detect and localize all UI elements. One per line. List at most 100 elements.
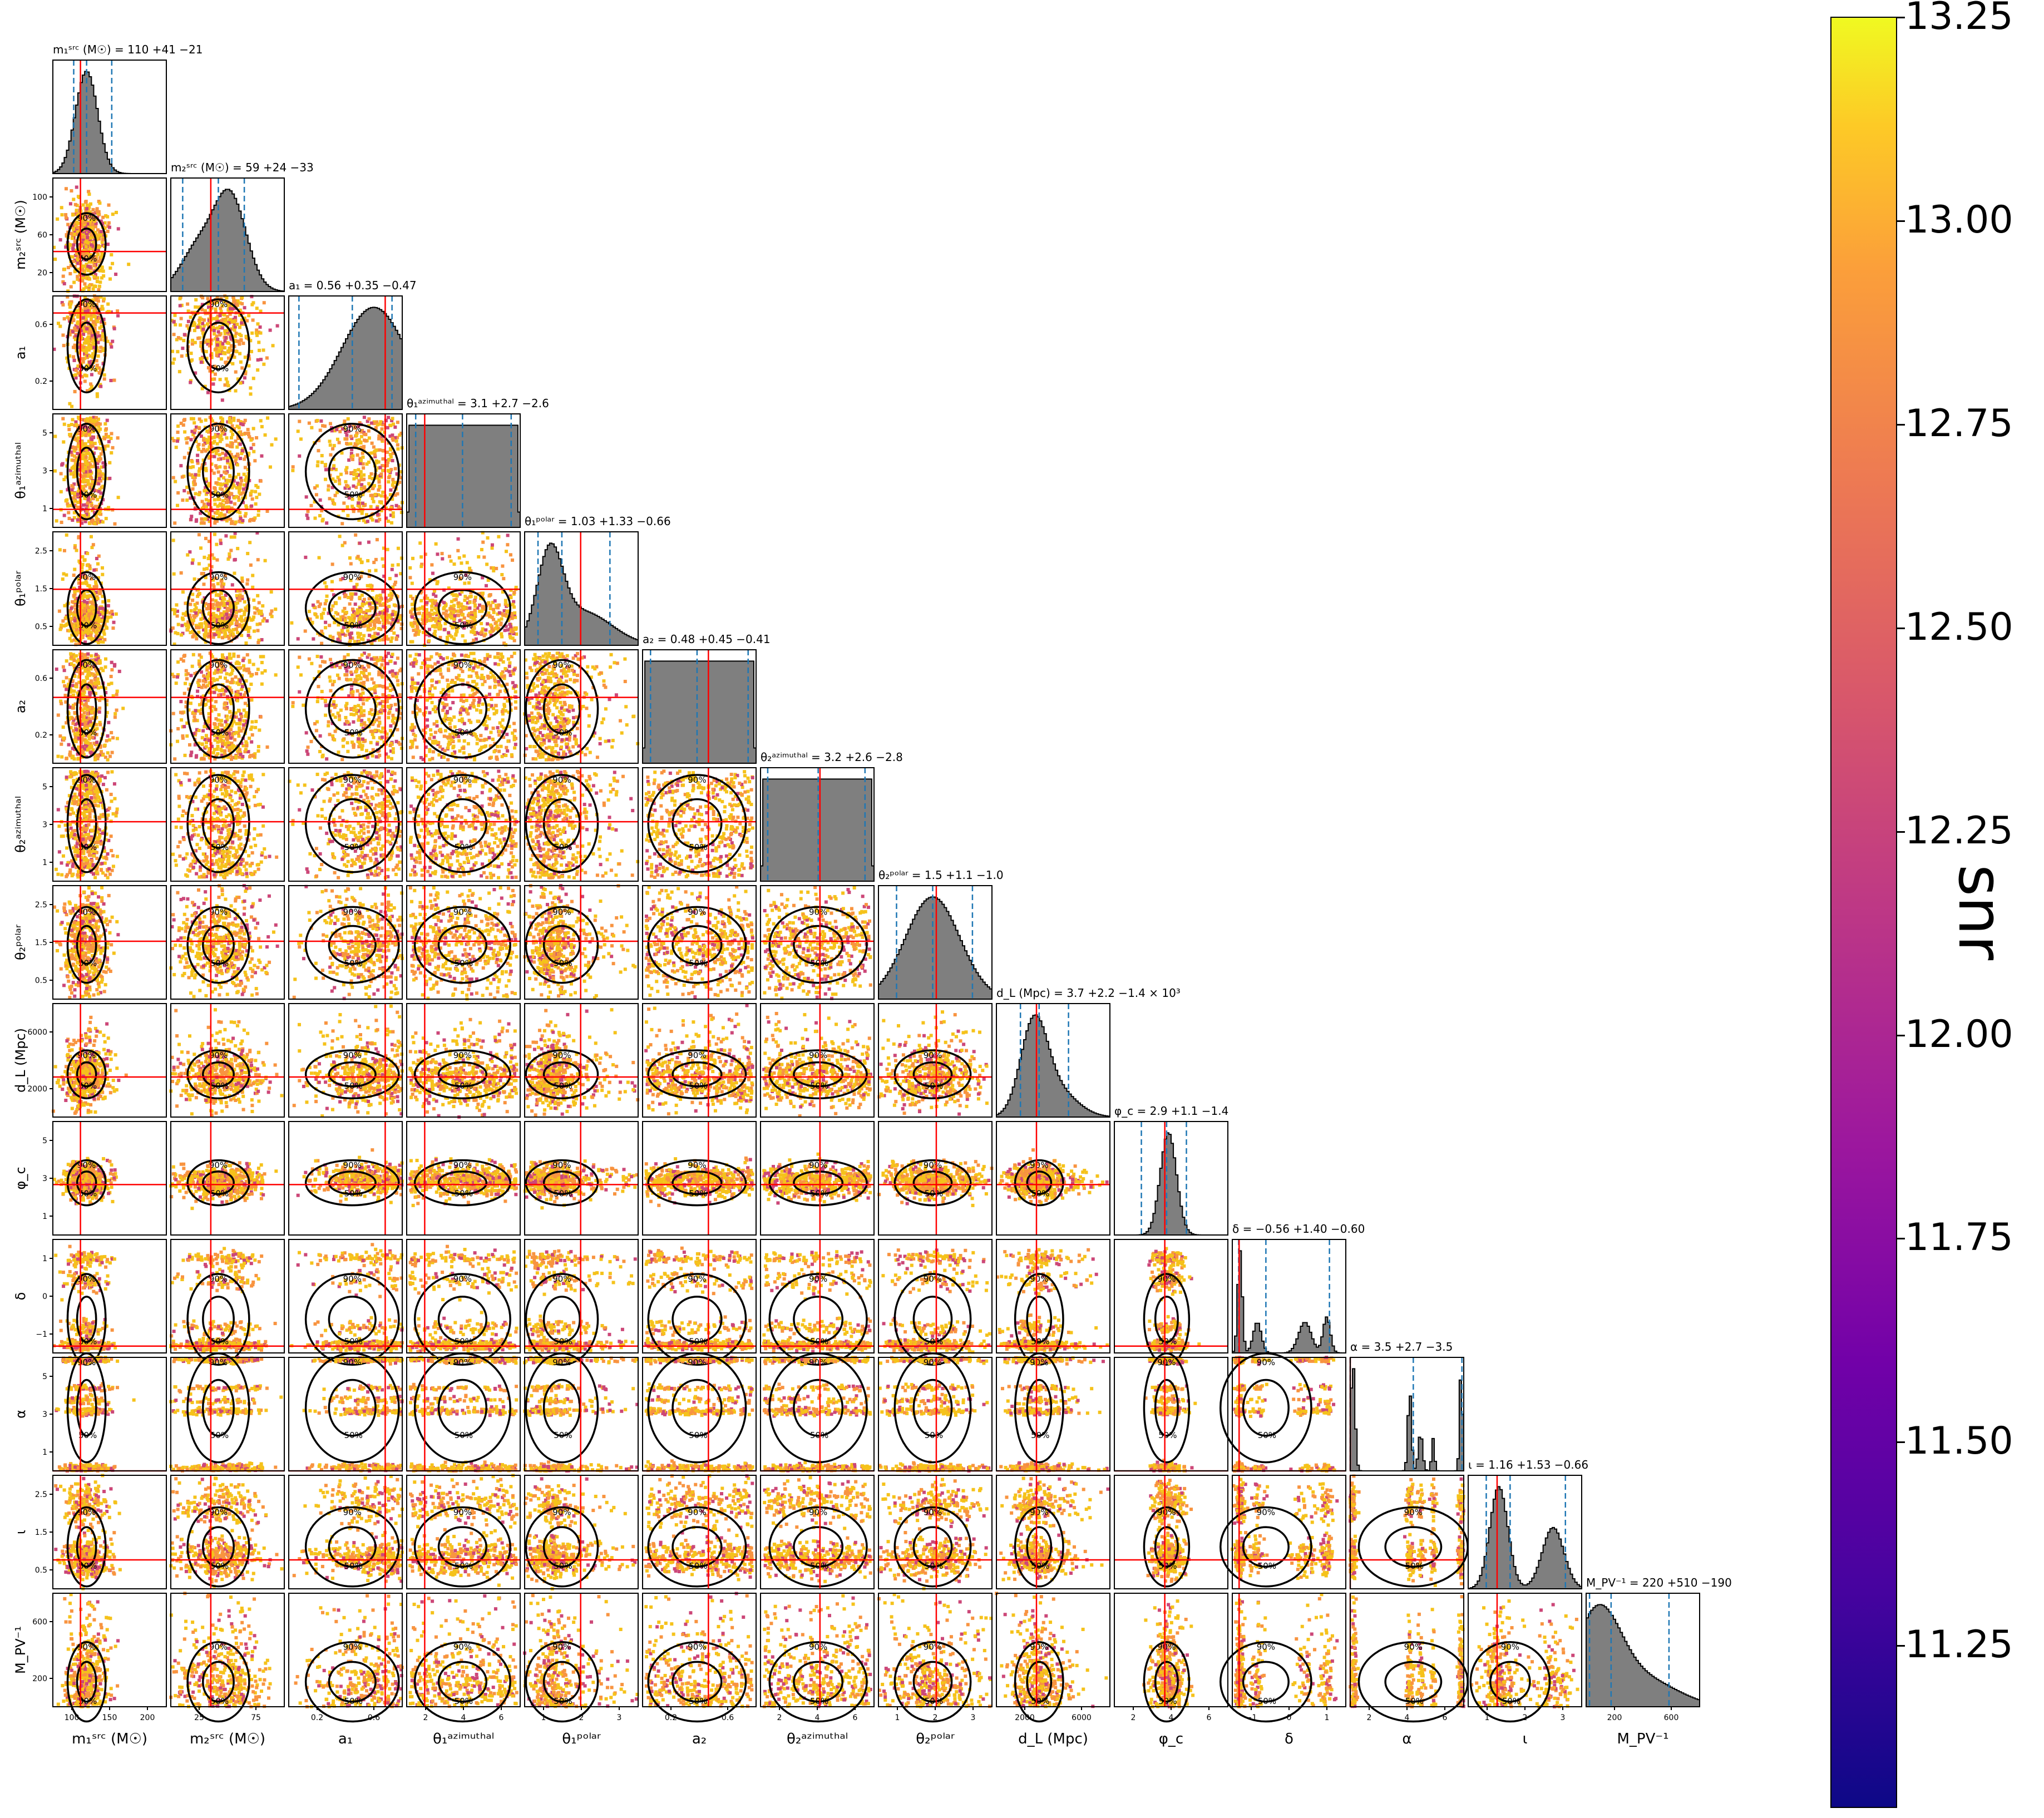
sample-point <box>266 416 269 419</box>
sample-point <box>71 236 74 240</box>
sample-point <box>74 373 77 377</box>
sample-point <box>70 484 73 487</box>
sample-point <box>96 280 99 283</box>
sample-point <box>172 320 175 324</box>
sample-point <box>176 350 179 353</box>
sample-point <box>96 395 99 398</box>
sample-point <box>262 363 265 366</box>
sample-point <box>61 417 65 421</box>
hist-panel-m1: m₁ˢʳᶜ (M☉) = 110 +41 −21 <box>53 43 203 174</box>
sample-point <box>106 215 109 219</box>
sample-point <box>113 522 116 526</box>
sample-point <box>75 209 78 212</box>
sample-point <box>258 349 261 352</box>
sample-point <box>269 466 272 469</box>
sample-point <box>96 276 99 280</box>
sample-point <box>213 332 216 335</box>
sample-point <box>265 357 269 360</box>
sample-point <box>76 518 80 521</box>
sample-point <box>257 340 260 344</box>
sample-point <box>179 304 182 308</box>
sample-point <box>256 358 260 362</box>
sample-point <box>213 317 216 320</box>
sample-point <box>96 518 100 521</box>
sample-point <box>92 320 95 323</box>
contour-label-50: 50% <box>78 490 97 500</box>
contour-label-90: 90% <box>209 299 228 309</box>
sample-point <box>58 325 62 328</box>
sample-point <box>236 299 240 303</box>
y-tick-label: 60 <box>37 231 47 240</box>
sample-point <box>96 207 99 210</box>
sample-point <box>218 333 221 337</box>
sample-point <box>94 447 97 450</box>
sample-point <box>91 208 95 211</box>
sample-point <box>62 344 66 347</box>
sample-point <box>72 228 75 231</box>
sample-point <box>100 276 103 280</box>
sample-point <box>98 285 101 288</box>
sample-point <box>189 381 192 384</box>
sample-point <box>226 349 230 353</box>
sample-point <box>75 369 78 372</box>
sample-point <box>111 446 115 449</box>
sample-point <box>81 279 84 283</box>
sample-point <box>233 299 236 303</box>
sample-point <box>213 329 216 332</box>
sample-point <box>72 243 76 246</box>
sample-point <box>89 417 92 420</box>
sample-point <box>99 338 102 341</box>
y-tick-label: 1 <box>42 505 47 513</box>
sample-point <box>97 422 100 425</box>
sample-point <box>90 504 93 507</box>
sample-point <box>85 434 88 437</box>
sample-point <box>178 297 181 300</box>
y-tick-label: 100 <box>32 193 47 202</box>
sample-point <box>229 307 232 310</box>
sample-point <box>76 506 80 509</box>
sample-point <box>225 329 228 332</box>
sample-point <box>127 263 130 266</box>
sample-point <box>56 218 59 221</box>
sample-point <box>252 443 255 446</box>
sample-point <box>53 470 57 473</box>
sample-point <box>69 302 72 305</box>
sample-point <box>72 281 76 284</box>
sample-point <box>215 317 219 320</box>
sample-point <box>244 355 247 359</box>
sample-point <box>81 457 84 460</box>
sample-point <box>68 433 71 436</box>
sample-point <box>226 381 229 384</box>
sample-point <box>111 262 114 265</box>
hist-panel-a1: a₁ = 0.56 +0.35 −0.47 <box>289 279 417 409</box>
sample-point <box>201 296 204 299</box>
sample-point <box>81 475 84 478</box>
sample-point <box>206 322 209 325</box>
sample-point <box>72 359 76 362</box>
sample-point <box>89 382 92 386</box>
sample-point <box>63 282 66 285</box>
sample-point <box>90 520 93 523</box>
sample-point <box>91 223 94 226</box>
sample-point <box>189 315 192 319</box>
sample-point <box>197 473 200 477</box>
sample-point <box>90 438 93 441</box>
sample-point <box>62 275 65 278</box>
sample-point <box>88 470 92 473</box>
sample-point <box>256 368 259 372</box>
sample-point <box>63 514 66 517</box>
sample-point <box>97 490 101 493</box>
sample-point <box>181 347 184 350</box>
sample-point <box>243 306 246 309</box>
sample-point <box>227 384 230 387</box>
sample-point <box>97 210 101 214</box>
sample-point <box>217 470 220 473</box>
sample-point <box>83 282 86 285</box>
sample-point <box>221 326 224 329</box>
sample-point <box>201 500 204 503</box>
sample-point <box>98 327 102 330</box>
sample-point <box>112 379 116 382</box>
sample-point <box>180 354 184 358</box>
sample-point <box>107 435 110 438</box>
sample-point <box>83 373 87 377</box>
